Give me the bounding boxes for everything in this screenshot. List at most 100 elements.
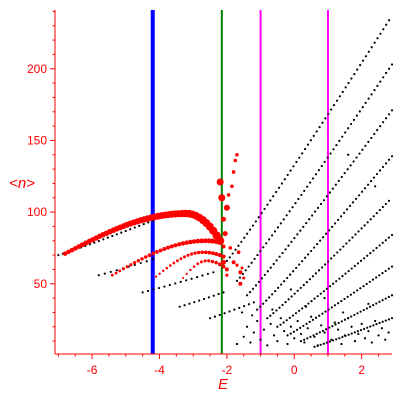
black-point <box>330 306 333 309</box>
black-point <box>276 340 279 343</box>
black-point <box>278 255 281 258</box>
black-point <box>283 329 286 333</box>
black-point <box>288 316 291 319</box>
red-point <box>191 239 197 244</box>
black-point <box>318 331 321 334</box>
axes-layer: -6 -4 -2 0 2 50 100 150 200 <box>27 10 392 377</box>
black-point <box>327 112 330 116</box>
black-point <box>313 246 316 249</box>
red-point <box>179 257 183 261</box>
black-point <box>333 222 337 225</box>
black-point <box>306 143 310 146</box>
black-point <box>327 260 330 263</box>
black-point <box>316 295 319 298</box>
black-point <box>340 320 343 323</box>
black-point <box>103 272 106 275</box>
black-point <box>331 339 335 342</box>
black-point <box>366 254 369 257</box>
black-point <box>372 249 375 252</box>
black-point <box>296 233 299 236</box>
black-point <box>348 204 352 207</box>
black-point <box>263 273 266 276</box>
black-point <box>367 140 370 143</box>
black-point <box>337 179 340 182</box>
black-point <box>145 260 148 263</box>
red-point <box>235 263 239 267</box>
black-point <box>222 291 225 294</box>
black-point <box>338 337 341 340</box>
black-point <box>381 320 384 323</box>
black-point <box>124 229 127 233</box>
black-point <box>387 113 391 116</box>
black-point <box>274 289 277 293</box>
black-point <box>351 201 355 204</box>
black-point <box>238 276 241 279</box>
black-point <box>350 77 353 80</box>
black-point <box>347 269 350 273</box>
black-point <box>323 160 326 163</box>
black-point <box>334 323 337 326</box>
black-point <box>384 202 388 206</box>
red-point <box>184 240 189 245</box>
black-point <box>333 254 336 257</box>
black-point <box>360 322 363 325</box>
black-point <box>295 266 298 270</box>
black-point <box>298 309 301 312</box>
black-point <box>313 335 316 338</box>
y-tick-label: 50 <box>34 277 48 291</box>
black-point <box>287 244 290 247</box>
black-point <box>316 243 319 246</box>
black-point <box>390 294 394 297</box>
black-point <box>233 308 236 311</box>
black-point <box>272 312 275 315</box>
black-point <box>337 321 340 325</box>
black-point <box>348 239 351 242</box>
black-point <box>303 338 306 341</box>
black-point <box>387 236 390 239</box>
y-tick-label: 100 <box>27 205 47 219</box>
black-point <box>370 341 373 344</box>
black-point <box>298 156 301 159</box>
black-point <box>238 306 241 309</box>
black-point <box>353 264 356 268</box>
black-point <box>303 341 306 344</box>
black-point <box>347 153 350 156</box>
black-point <box>282 218 285 221</box>
black-point <box>208 317 212 320</box>
black-point <box>385 23 388 26</box>
black-point <box>321 329 325 332</box>
red-point <box>147 253 152 258</box>
black-point <box>375 276 378 279</box>
black-point <box>302 324 305 327</box>
black-point <box>365 307 368 310</box>
red-point <box>186 253 190 257</box>
black-point <box>168 283 171 287</box>
black-point <box>384 319 387 322</box>
black-point <box>352 118 356 121</box>
red-point <box>214 252 219 257</box>
black-point <box>320 164 323 168</box>
black-point <box>306 327 309 330</box>
black-point <box>291 314 294 317</box>
black-point <box>361 106 364 109</box>
black-point <box>363 187 367 190</box>
red-point <box>172 261 176 265</box>
black-point <box>324 117 327 120</box>
black-point <box>272 334 276 337</box>
black-point <box>323 263 327 266</box>
black-point <box>353 331 356 334</box>
black-point <box>388 19 391 22</box>
red-point <box>193 251 197 255</box>
red-point <box>121 267 125 271</box>
red-point <box>210 238 216 244</box>
black-point <box>376 84 379 87</box>
black-point <box>374 185 377 188</box>
black-point <box>142 223 145 226</box>
red-point <box>221 254 226 259</box>
black-point <box>308 278 311 281</box>
black-point <box>249 341 252 344</box>
black-point <box>350 325 353 328</box>
red-point <box>221 244 226 249</box>
black-point <box>292 165 295 168</box>
black-point <box>251 224 255 227</box>
